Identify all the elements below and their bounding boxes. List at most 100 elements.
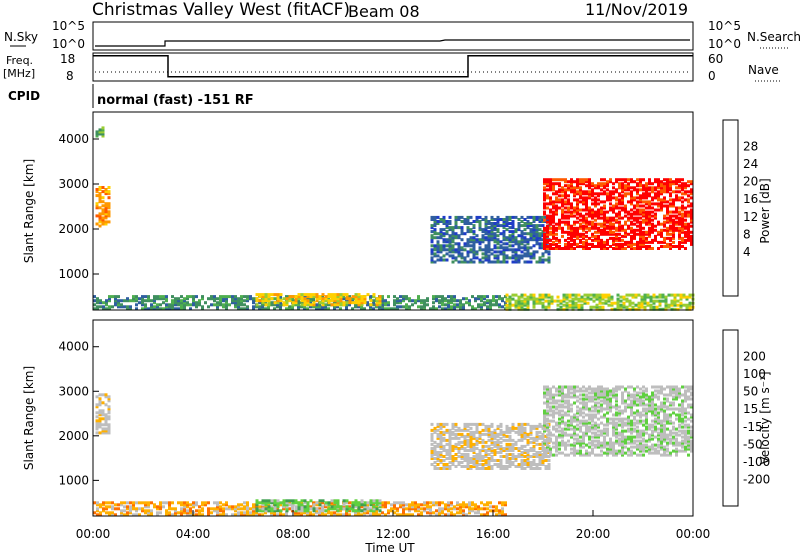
data-cell — [645, 188, 648, 192]
data-cell — [339, 505, 343, 509]
data-cell — [549, 186, 552, 190]
data-cell — [255, 511, 258, 515]
data-cell — [471, 305, 474, 309]
data-cell — [598, 299, 602, 303]
data-cell — [597, 192, 600, 196]
data-cell — [487, 232, 491, 236]
data-cell — [597, 214, 600, 218]
data-cell — [261, 503, 265, 507]
data-cell — [573, 226, 576, 230]
data-cell — [180, 503, 183, 507]
data-cell — [532, 461, 536, 464]
data-cell — [603, 431, 606, 435]
data-cell — [490, 465, 494, 468]
data-cell — [642, 453, 645, 457]
data-cell — [408, 507, 411, 511]
data-cell — [436, 451, 440, 454]
data-cell — [606, 393, 609, 397]
data-cell — [567, 226, 570, 230]
data-cell — [192, 297, 195, 301]
data-cell — [630, 451, 633, 455]
data-cell — [552, 226, 555, 230]
data-cell — [585, 200, 588, 204]
data-cell — [448, 220, 452, 223]
data-cell — [363, 295, 367, 299]
data-cell — [95, 222, 99, 226]
data-cell — [451, 422, 455, 426]
data-cell — [315, 297, 319, 301]
data-cell — [636, 208, 639, 212]
data-cell — [639, 198, 642, 202]
data-cell — [186, 301, 189, 305]
data-cell — [514, 238, 518, 242]
data-cell — [475, 461, 479, 464]
data-cell — [591, 447, 594, 451]
data-cell — [579, 435, 582, 439]
data-cell — [682, 295, 686, 299]
data-cell — [354, 505, 358, 509]
data-cell — [549, 419, 552, 423]
data-cell — [618, 247, 621, 250]
data-cell — [529, 215, 533, 219]
data-cell — [270, 509, 274, 513]
data-cell — [414, 299, 417, 303]
data-cell — [291, 507, 294, 511]
data-cell — [171, 301, 174, 305]
data-cell — [585, 178, 588, 182]
data-cell — [168, 513, 171, 517]
data-cell — [472, 240, 476, 244]
data-cell — [489, 505, 492, 509]
data-cell — [246, 511, 249, 515]
data-cell — [442, 234, 446, 238]
data-cell — [450, 501, 453, 505]
data-cell — [156, 513, 159, 517]
data-cell — [552, 441, 555, 445]
data-cell — [496, 440, 500, 444]
data-cell — [445, 465, 449, 468]
data-cell — [104, 212, 108, 216]
data-cell — [102, 503, 105, 507]
data-cell — [624, 180, 627, 184]
data-cell — [255, 501, 259, 505]
data-cell — [555, 212, 558, 216]
data-cell — [547, 465, 551, 468]
data-cell — [561, 208, 564, 212]
data-cell — [609, 403, 612, 407]
data-cell — [495, 507, 498, 511]
data-cell — [210, 507, 213, 511]
data-cell — [505, 260, 509, 264]
data-cell — [594, 433, 597, 437]
data-cell — [567, 401, 570, 405]
data-cell — [469, 461, 473, 464]
data-cell — [630, 429, 633, 433]
data-cell — [439, 424, 443, 428]
data-cell — [669, 226, 672, 230]
data-cell — [570, 212, 573, 216]
data-cell — [636, 399, 639, 403]
data-cell — [582, 208, 585, 212]
data-cell — [600, 200, 603, 204]
data-cell — [372, 505, 376, 509]
data-cell — [183, 307, 186, 311]
data-cell — [603, 399, 606, 403]
data-cell — [549, 447, 552, 451]
data-cell — [502, 224, 506, 228]
data-cell — [484, 226, 488, 230]
data-cell — [648, 222, 651, 226]
data-cell — [609, 206, 612, 210]
data-cell — [666, 190, 669, 194]
data-cell — [624, 214, 627, 218]
data-cell — [658, 293, 662, 297]
data-cell — [535, 240, 539, 244]
data-cell — [496, 459, 500, 462]
data-cell — [543, 427, 546, 431]
data-cell — [306, 501, 310, 505]
data-cell — [573, 238, 576, 242]
data-cell — [135, 297, 138, 301]
data-cell — [258, 305, 261, 309]
data-cell — [252, 301, 255, 305]
data-cell — [342, 295, 345, 299]
data-cell — [543, 451, 546, 455]
data-cell — [508, 244, 512, 248]
data-cell — [225, 303, 228, 307]
